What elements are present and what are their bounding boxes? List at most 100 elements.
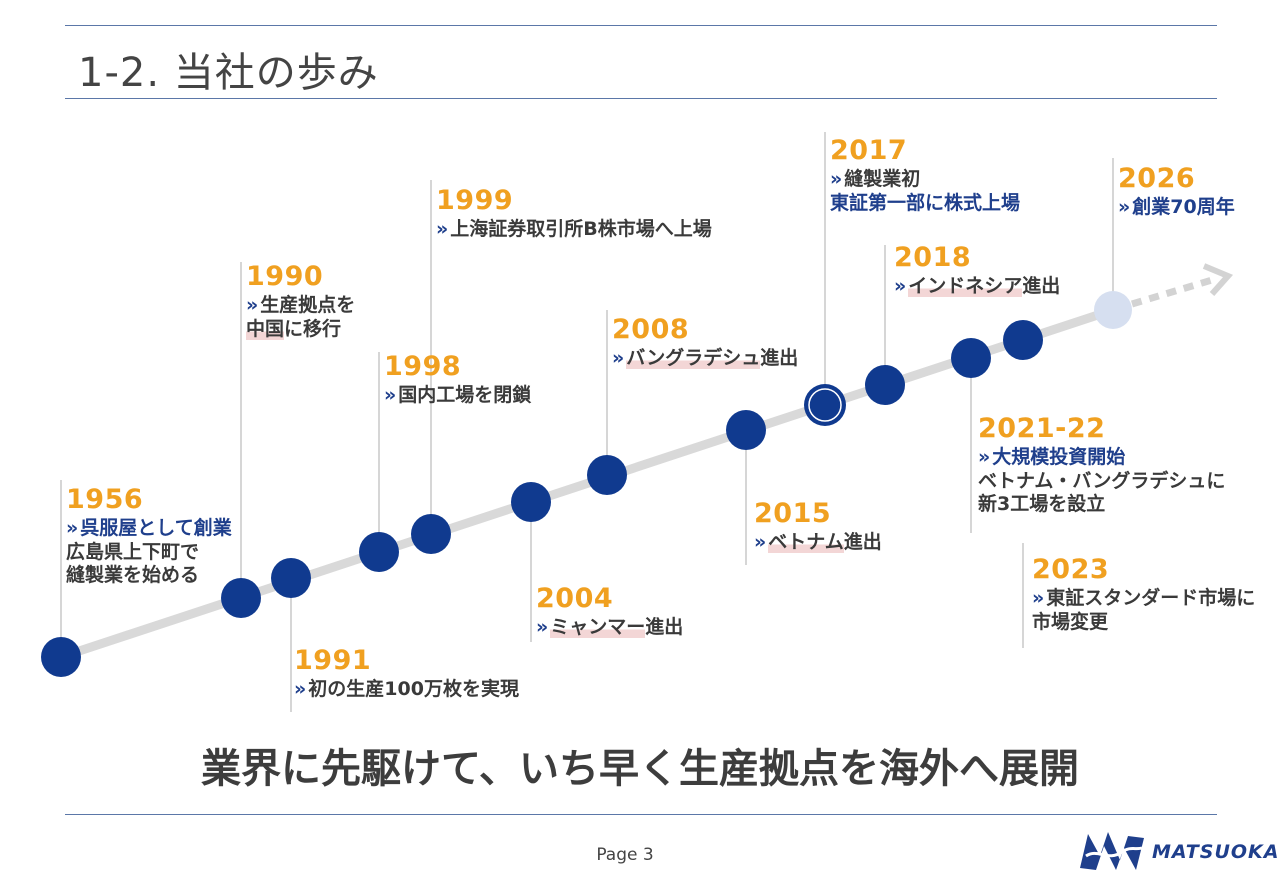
event-2018: 2018» インドネシア進出	[894, 241, 1060, 299]
event-line: » 上海証券取引所B株市場へ上場	[436, 218, 712, 242]
event-line: 中国に移行	[246, 317, 355, 342]
event-line: » 初の生産100万枚を実現	[294, 678, 519, 702]
future-dotted-line	[1130, 276, 1214, 308]
double-chevron-icon: »	[978, 445, 991, 468]
event-2021-22: 2021-22» 大規模投資開始 ベトナム・バングラデシュに 新3工場を設立	[978, 412, 1225, 517]
milestone-dot-1956	[41, 637, 81, 677]
event-1991: 1991» 初の生産100万枚を実現	[294, 644, 519, 702]
event-year: 1956	[66, 484, 144, 515]
event-year: 2023	[1032, 554, 1110, 585]
event-line: 広島県上下町で	[66, 541, 232, 565]
event-year: 1998	[384, 351, 462, 382]
milestone-dot-2017	[804, 384, 846, 426]
double-chevron-icon: »	[612, 346, 625, 369]
event-text: 市場変更	[1032, 610, 1109, 633]
event-line: 東証第一部に株式上場	[830, 192, 1020, 216]
event-1998: 1998» 国内工場を閉鎖	[384, 350, 531, 408]
event-year: 1990	[246, 261, 324, 292]
milestone-dot-2004	[511, 482, 551, 522]
event-text: バングラデシュ	[626, 346, 761, 369]
milestone-ring-2017	[808, 388, 842, 422]
event-2026: 2026» 創業70周年	[1118, 162, 1235, 220]
event-line: » ベトナム進出	[754, 530, 882, 555]
event-text: 呉服屋として創業	[80, 516, 232, 539]
milestone-dot-1998	[359, 532, 399, 572]
event-line: » 創業70周年	[1118, 196, 1235, 220]
event-line: ベトナム・バングラデシュに	[978, 470, 1225, 494]
event-line: » 国内工場を閉鎖	[384, 384, 531, 408]
event-text: 広島県上下町で	[66, 540, 200, 563]
event-year: 2015	[754, 498, 832, 529]
event-year: 2017	[830, 135, 908, 166]
slogan: 業界に先駆けて、いち早く生産拠点を海外へ展開	[201, 746, 1079, 792]
milestone-dot-1990	[221, 578, 261, 618]
double-chevron-icon: »	[1032, 586, 1045, 609]
event-line: » インドネシア進出	[894, 274, 1060, 299]
event-text-suffix: 進出	[645, 615, 684, 638]
page-number: Page 3	[596, 845, 654, 865]
event-year: 2008	[612, 314, 690, 345]
matsuoka-logo-icon	[1080, 832, 1144, 870]
event-text: 縫製業初	[844, 167, 921, 190]
milestone-dot-2018	[865, 365, 905, 405]
event-text: 縫製業を始める	[66, 564, 200, 587]
event-2004: 2004» ミャンマー進出	[536, 582, 683, 640]
double-chevron-icon: »	[436, 217, 449, 240]
event-line: 新3工場を設立	[978, 493, 1225, 517]
double-chevron-icon: »	[754, 530, 767, 553]
event-line: » 大規模投資開始	[978, 446, 1225, 470]
event-text: 国内工場を閉鎖	[398, 383, 532, 406]
event-line: 市場変更	[1032, 611, 1255, 635]
event-line: 縫製業を始める	[66, 564, 232, 588]
event-line: » 生産拠点を	[246, 294, 355, 318]
event-line: » 縫製業初	[830, 168, 1020, 192]
event-text-suffix: 進出	[760, 346, 799, 369]
double-chevron-icon: »	[1118, 195, 1131, 218]
event-line: » バングラデシュ進出	[612, 346, 799, 371]
milestone-dot-1999	[411, 514, 451, 554]
event-text: 上海証券取引所B株市場へ上場	[450, 217, 712, 240]
event-2008: 2008» バングラデシュ進出	[612, 313, 798, 371]
event-text: ベトナム・バングラデシュに	[978, 469, 1226, 492]
event-text: 東証第一部に株式上場	[830, 191, 1021, 214]
double-chevron-icon: »	[830, 167, 843, 190]
top-rule	[65, 25, 1217, 26]
page-title: 1-2. 当社の歩み	[78, 50, 379, 96]
double-chevron-icon: »	[294, 677, 307, 700]
event-2015: 2015» ベトナム進出	[754, 497, 882, 555]
footer-rule	[65, 814, 1217, 815]
milestone-dot-2008	[587, 455, 627, 495]
double-chevron-icon: »	[384, 383, 397, 406]
event-year: 2018	[894, 242, 972, 273]
event-year: 2004	[536, 583, 614, 614]
event-text: ミャンマー	[550, 615, 646, 638]
milestone-dot-2026	[1094, 291, 1132, 329]
logo-text: MATSUOKA	[1152, 841, 1280, 863]
double-chevron-icon: »	[246, 293, 259, 316]
event-text: インドネシア	[908, 274, 1023, 297]
event-text: 創業70周年	[1132, 195, 1235, 218]
timeline-graphic	[41, 132, 1234, 712]
event-line: » 東証スタンダード市場に	[1032, 587, 1255, 611]
milestone-dot-2021-22	[951, 338, 991, 378]
event-year: 1999	[436, 185, 514, 216]
event-text: 新3工場を設立	[978, 493, 1106, 516]
event-line: » ミャンマー進出	[536, 615, 684, 640]
event-year: 2021-22	[978, 413, 1106, 444]
event-line: » 呉服屋として創業	[66, 517, 232, 541]
event-text-suffix: に移行	[284, 317, 342, 340]
milestone-dot-1991	[271, 558, 311, 598]
milestone-dot-2023	[1003, 320, 1043, 360]
event-1990: 1990» 生産拠点を 中国に移行	[246, 260, 355, 341]
event-text: 東証スタンダード市場に	[1046, 586, 1256, 609]
double-chevron-icon: »	[894, 274, 907, 297]
event-text: 生産拠点を	[260, 293, 356, 316]
title-underline	[65, 98, 1217, 99]
event-text: ベトナム	[768, 530, 844, 553]
event-text: 大規模投資開始	[992, 445, 1126, 468]
event-year: 2026	[1118, 163, 1196, 194]
event-2017: 2017» 縫製業初 東証第一部に株式上場	[830, 134, 1020, 215]
milestone-dot-2015	[726, 410, 766, 450]
event-1956: 1956» 呉服屋として創業 広島県上下町で 縫製業を始める	[66, 483, 232, 588]
event-text-suffix: 進出	[843, 530, 882, 553]
